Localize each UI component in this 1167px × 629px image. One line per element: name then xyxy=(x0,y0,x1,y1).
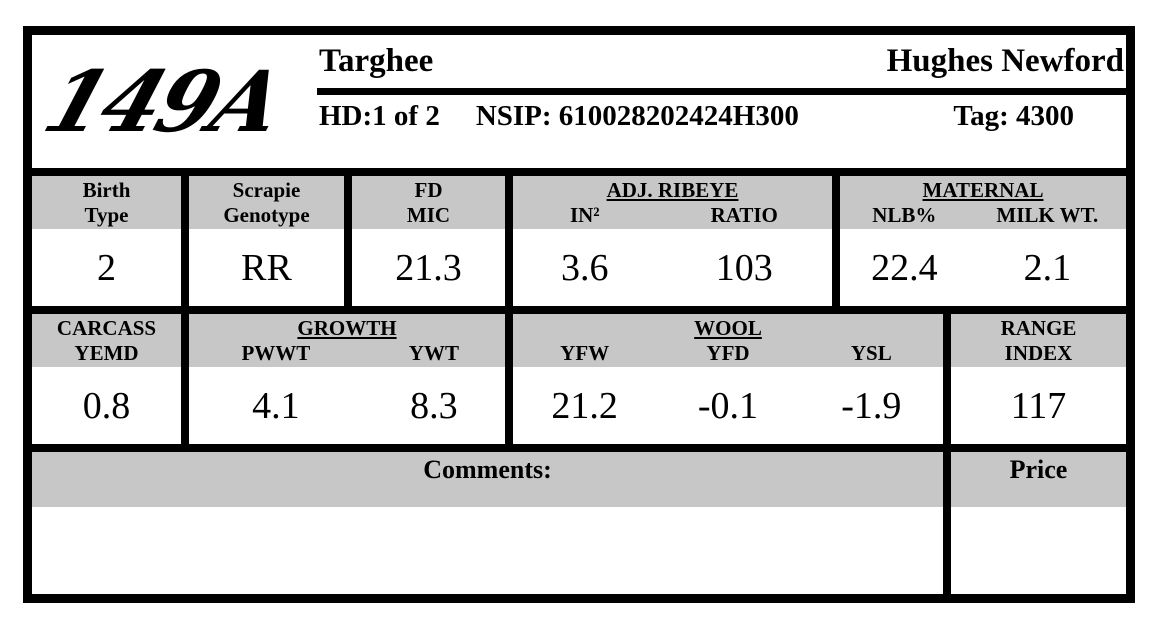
carcass-yemd-header: CARCASS YEMD xyxy=(32,314,181,367)
growth-header: GROWTH PWWT YWT xyxy=(189,314,505,367)
adj-ribeye-in2-label: IN² xyxy=(569,202,600,227)
adj-ribeye-sublabels: IN² RATIO xyxy=(513,203,832,228)
wool-ysl-value: -1.9 xyxy=(841,384,902,427)
birth-type-header: Birth Type xyxy=(32,176,181,229)
growth-ywt-label: YWT xyxy=(408,340,459,365)
maternal-milkwt-value: 2.1 xyxy=(1023,246,1072,289)
growth-sublabels: PWWT YWT xyxy=(189,341,505,366)
header-right: Targhee Hughes Newford HD:1 of 2 NSIP: 6… xyxy=(317,35,1126,168)
comments-label: Comments: xyxy=(32,452,943,507)
wool-header: WOOL YFW YFD YSL xyxy=(513,314,943,367)
adj-ribeye-ratio-value: 103 xyxy=(715,246,773,289)
stat-row-1: Birth Type 2 Scrapie Genotype RR FD MIC … xyxy=(32,176,1126,314)
birth-type-cell: Birth Type 2 xyxy=(32,176,181,306)
nsip-number: NSIP: 610028202424H300 xyxy=(475,100,799,132)
maternal-header: MATERNAL NLB% MILK WT. xyxy=(840,176,1126,229)
range-index-header: RANGE INDEX xyxy=(951,314,1126,367)
tag-number: Tag: 4300 xyxy=(953,100,1074,132)
growth-values: 4.1 8.3 xyxy=(189,367,505,444)
sale-card: 149A Targhee Hughes Newford HD:1 of 2 NS… xyxy=(23,26,1135,603)
wool-sublabels: YFW YFD YSL xyxy=(513,341,943,366)
birth-type-value: 2 xyxy=(32,229,181,306)
wool-yfd-label: YFD xyxy=(706,340,750,365)
growth-cell: GROWTH PWWT YWT 4.1 8.3 xyxy=(181,314,505,444)
growth-pwwt-value: 4.1 xyxy=(252,384,300,427)
wool-title: WOOL xyxy=(694,315,762,340)
fd-mic-value: 21.3 xyxy=(352,229,505,306)
maternal-nlb-value: 22.4 xyxy=(871,246,938,289)
carcass-yemd-cell: CARCASS YEMD 0.8 xyxy=(32,314,181,444)
growth-title: GROWTH xyxy=(297,315,397,340)
header-id-row: HD:1 of 2 NSIP: 610028202424H300 Tag: 43… xyxy=(317,95,1126,168)
comments-section: Comments: xyxy=(32,452,943,594)
header-top-row: Targhee Hughes Newford xyxy=(317,35,1126,95)
adj-ribeye-title: ADJ. RIBEYE xyxy=(606,177,739,202)
adj-ribeye-cell: ADJ. RIBEYE IN² RATIO 3.6 103 xyxy=(505,176,832,306)
range-index-value: 117 xyxy=(951,367,1126,444)
wool-yfd-value: -0.1 xyxy=(697,384,759,427)
range-index-cell: RANGE INDEX 117 xyxy=(943,314,1126,444)
adj-ribeye-ratio-label: RATIO xyxy=(710,202,778,227)
carcass-yemd-value: 0.8 xyxy=(32,367,181,444)
growth-pwwt-label: PWWT xyxy=(241,340,311,365)
maternal-nlb-label: NLB% xyxy=(872,202,937,227)
head-count: HD:1 of 2 xyxy=(319,100,440,132)
wool-values: 21.2 -0.1 -1.9 xyxy=(513,367,943,444)
comments-field xyxy=(32,507,943,594)
price-section: Price xyxy=(943,452,1126,594)
animal-id-box: 149A xyxy=(32,35,317,168)
adj-ribeye-in2-value: 3.6 xyxy=(561,246,609,289)
wool-yfw-value: 21.2 xyxy=(551,384,618,427)
wool-yfw-label: YFW xyxy=(560,340,610,365)
footer-row: Comments: Price xyxy=(32,452,1126,594)
maternal-cell: MATERNAL NLB% MILK WT. 22.4 2.1 xyxy=(832,176,1126,306)
scrapie-genotype-cell: Scrapie Genotype RR xyxy=(181,176,344,306)
adj-ribeye-values: 3.6 103 xyxy=(513,229,832,306)
adj-ribeye-header: ADJ. RIBEYE IN² RATIO xyxy=(513,176,832,229)
price-field xyxy=(951,507,1126,594)
card-header: 149A Targhee Hughes Newford HD:1 of 2 NS… xyxy=(32,35,1126,176)
animal-id-logo: 149A xyxy=(33,52,294,151)
maternal-title: MATERNAL xyxy=(922,177,1044,202)
scrapie-genotype-value: RR xyxy=(189,229,344,306)
growth-ywt-value: 8.3 xyxy=(410,384,458,427)
fd-mic-cell: FD MIC 21.3 xyxy=(344,176,505,306)
breed-name: Targhee xyxy=(319,43,434,79)
owner-name: Hughes Newford xyxy=(886,43,1124,79)
price-label: Price xyxy=(951,452,1126,507)
maternal-values: 22.4 2.1 xyxy=(840,229,1126,306)
scrapie-genotype-header: Scrapie Genotype xyxy=(189,176,344,229)
fd-mic-header: FD MIC xyxy=(352,176,505,229)
maternal-sublabels: NLB% MILK WT. xyxy=(840,203,1126,228)
wool-ysl-label: YSL xyxy=(850,340,892,365)
stat-row-2: CARCASS YEMD 0.8 GROWTH PWWT YWT 4.1 8.3 xyxy=(32,314,1126,452)
wool-cell: WOOL YFW YFD YSL 21.2 -0.1 -1.9 xyxy=(505,314,943,444)
maternal-milkwt-label: MILK WT. xyxy=(996,202,1099,227)
